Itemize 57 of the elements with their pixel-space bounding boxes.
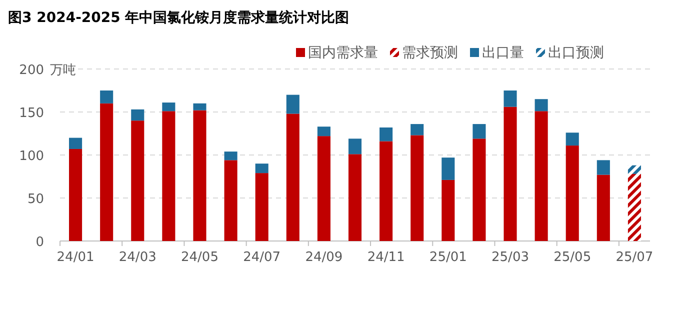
bar: [224, 160, 238, 241]
bar: [442, 158, 455, 180]
bar: [131, 120, 144, 241]
y-tick-label: 100: [19, 149, 44, 164]
bar: [596, 160, 610, 175]
bar: [69, 138, 82, 149]
bar: [566, 146, 579, 241]
bar: [317, 126, 330, 136]
bar: [380, 141, 393, 241]
x-tick-label: 24/07: [243, 250, 281, 265]
bar: [100, 103, 114, 241]
bar: [100, 90, 114, 104]
legend-label: 国内需求量: [308, 45, 378, 61]
x-tick-label: 24/05: [181, 250, 218, 265]
x-tick-label: 25/03: [492, 250, 529, 265]
bar: [534, 111, 548, 241]
bar: [255, 164, 268, 174]
bar: [162, 102, 176, 112]
bar: [348, 138, 362, 154]
bar: [69, 148, 82, 241]
bar: [317, 136, 330, 241]
y-tick-label: 150: [19, 106, 44, 121]
x-tick-label: 24/03: [118, 250, 156, 265]
legend-label: 出口量: [482, 45, 524, 61]
bar: [410, 124, 424, 136]
bar: [442, 180, 455, 241]
bar: [193, 110, 206, 241]
x-tick-label: 24/09: [305, 250, 343, 265]
y-tick-label: 0: [36, 235, 44, 250]
bar: [504, 106, 517, 241]
bar: [410, 135, 424, 241]
bar: [131, 109, 144, 121]
bar: [286, 114, 300, 241]
bar: [534, 99, 548, 112]
x-tick-label: 25/05: [554, 250, 592, 265]
bar: [566, 132, 579, 146]
x-tick-label: 24/11: [367, 250, 405, 265]
bar: [348, 154, 362, 241]
y-tick-label: 50: [27, 192, 44, 207]
bar: [472, 138, 486, 241]
bar: [380, 127, 393, 142]
bar: [162, 111, 176, 241]
legend-label: 出口预测: [548, 45, 604, 61]
bar: [224, 152, 238, 160]
legend-label: 需求预测: [402, 45, 458, 61]
bar: [286, 94, 300, 114]
x-tick-label: 25/01: [429, 250, 467, 265]
chart-title: 图3 2024-2025 年中国氯化铵月度需求量统计对比图: [8, 9, 350, 26]
x-tick-label: 24/01: [56, 250, 94, 265]
bar: [193, 103, 206, 110]
y-tick-label: 200: [19, 63, 44, 78]
bar: [596, 174, 610, 241]
x-tick-label: 25/07: [616, 250, 654, 265]
bar: [504, 90, 517, 107]
bar: [255, 173, 268, 241]
bar: [472, 124, 486, 139]
y-axis-title: 万吨: [50, 63, 76, 78]
